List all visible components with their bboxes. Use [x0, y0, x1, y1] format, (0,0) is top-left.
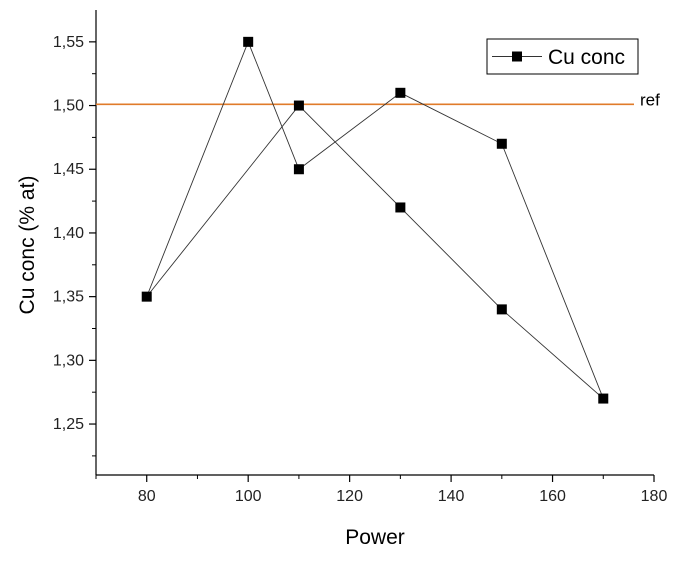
y-tick-label: 1,25: [53, 416, 84, 433]
axes: 80 100 120 140 160 180 1,25 1,30 1,35 1,40 1,45 1,5…: [53, 10, 668, 505]
y-tick-label: 1,50: [53, 98, 84, 115]
data-point: [395, 87, 406, 98]
data-point: [395, 202, 406, 213]
reference-line-label: ref: [640, 90, 660, 109]
data-point: [496, 138, 507, 149]
data-point: [598, 393, 609, 404]
x-tick-label: 140: [438, 488, 465, 505]
x-tick-label: 180: [641, 488, 668, 505]
data-point: [141, 291, 152, 302]
x-tick-label: 100: [235, 488, 262, 505]
y-tick-label: 1,55: [53, 34, 84, 51]
y-axis-title: Cu conc (% at): [16, 176, 39, 315]
series-line: [146, 40, 604, 399]
data-point: [293, 100, 304, 111]
x-tick-label: 80: [138, 488, 156, 505]
y-tick-label: 1,35: [53, 289, 84, 306]
legend: Cu conc: [486, 38, 639, 75]
legend-marker: [512, 51, 522, 62]
legend-label: Cu conc: [548, 46, 625, 69]
data-point: [496, 304, 507, 315]
data-point: [293, 164, 304, 175]
y-tick-label: 1,40: [53, 225, 84, 242]
x-tick-label: 120: [336, 488, 363, 505]
y-tick-label: 1,30: [53, 352, 84, 369]
y-tick-label: 1,45: [53, 161, 84, 178]
x-axis-title: Power: [345, 526, 405, 549]
x-tick-label: 160: [539, 488, 566, 505]
series-layer: [141, 36, 609, 404]
reference-layer: ref: [96, 90, 660, 109]
data-point: [243, 36, 254, 47]
